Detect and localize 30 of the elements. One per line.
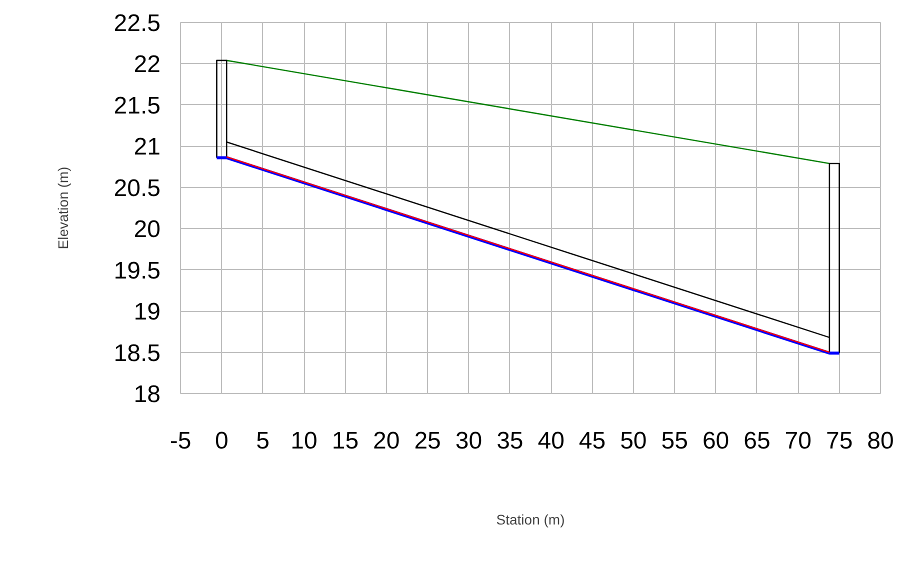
y-tick-label: 21.5 [114, 92, 161, 120]
x-tick-label: 15 [332, 428, 359, 454]
y-tick-label: 20 [134, 216, 161, 244]
x-tick-label: 35 [496, 428, 524, 454]
x-tick-label: 70 [784, 428, 812, 454]
y-tick-label: 19.5 [114, 257, 161, 284]
x-tick-label: 55 [661, 428, 688, 454]
x-tick-label: 30 [455, 428, 482, 454]
x-tick-label: -5 [170, 428, 192, 454]
x-tick-label: 40 [538, 428, 564, 454]
y-tick-label: 18.5 [114, 340, 161, 367]
y-tick-label: 18 [134, 381, 161, 408]
x-tick-label: 10 [290, 428, 318, 454]
x-tick-label: 45 [578, 428, 606, 454]
x-tick-label: 25 [414, 428, 441, 454]
x-tick-label: 75 [826, 428, 853, 454]
x-tick-label: 0 [215, 428, 228, 454]
y-axis-title: Elevation (m) [54, 166, 71, 250]
y-tick-label: 19 [134, 298, 161, 326]
x-tick-label: 50 [620, 428, 647, 454]
x-axis-title: Station (m) [496, 512, 565, 528]
y-tick-label: 22.5 [114, 10, 161, 37]
y-tick-label: 22 [134, 51, 161, 78]
y-tick-label: 20.5 [114, 174, 161, 202]
y-tick-label: 21 [134, 134, 161, 161]
x-tick-label: 80 [867, 428, 894, 454]
x-tick-label: 65 [744, 428, 770, 454]
x-tick-label: 60 [702, 428, 730, 454]
x-tick-label: 20 [373, 428, 400, 454]
x-tick-label: 5 [256, 428, 270, 454]
